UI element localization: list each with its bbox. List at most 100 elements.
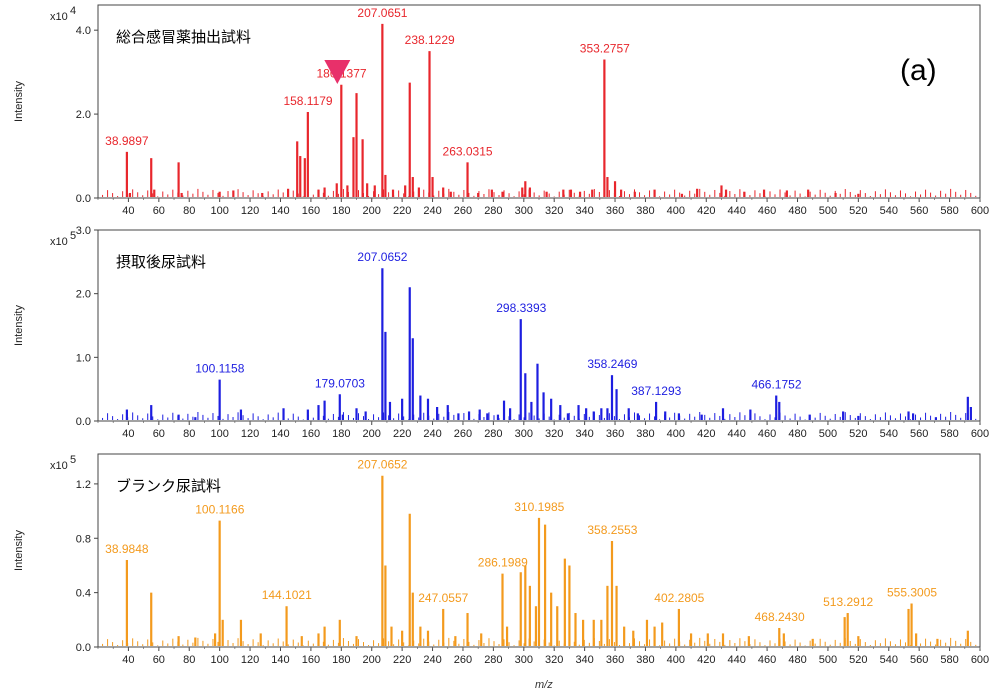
x-tick-label: 280 — [484, 654, 502, 666]
x-tick-label: 540 — [880, 428, 898, 440]
peak-label: 402.2805 — [654, 591, 704, 605]
x-tick-label: 440 — [728, 205, 746, 217]
peak-label: 100.1166 — [195, 503, 244, 517]
x-tick-label: 420 — [697, 428, 715, 440]
y-exponent: 4 — [70, 5, 76, 17]
x-tick-label: 360 — [606, 205, 624, 217]
x-tick-label: 220 — [393, 205, 411, 217]
x-tick-label: 440 — [728, 654, 746, 666]
x-tick-label: 160 — [302, 428, 320, 440]
peak-label: 513.2912 — [823, 595, 873, 609]
x-tick-label: 300 — [515, 428, 533, 440]
x-tick-label: 100 — [210, 205, 228, 217]
x-tick-label: 480 — [788, 205, 806, 217]
x-tick-label: 260 — [454, 428, 472, 440]
x-tick-label: 460 — [758, 654, 776, 666]
y-exponent: 5 — [70, 230, 76, 242]
y-tick-label: 1.2 — [76, 479, 91, 491]
y-axis-label: Intensity — [13, 530, 25, 571]
peak-label: 38.9897 — [105, 134, 149, 148]
x-axis-label: m/z — [535, 679, 553, 691]
x-tick-label: 280 — [484, 428, 502, 440]
peak-label: 358.2553 — [587, 523, 637, 537]
x-tick-label: 320 — [545, 654, 563, 666]
x-tick-label: 260 — [454, 205, 472, 217]
y-multiplier: x10 — [50, 236, 68, 248]
x-tick-label: 60 — [153, 205, 165, 217]
spectrum-panel-3: 40 60 80 100 120 140 160 180 200 220 240 260 280 300 3… — [13, 453, 989, 666]
x-tick-label: 380 — [636, 654, 654, 666]
x-tick-label: 100 — [210, 654, 228, 666]
sample-title: ブランク尿試料 — [116, 477, 221, 495]
x-tick-label: 220 — [393, 654, 411, 666]
peak-label: 310.1985 — [514, 500, 564, 514]
y-tick-label: 2.0 — [76, 109, 91, 121]
y-tick-label: 0.8 — [76, 533, 91, 545]
x-tick-label: 400 — [667, 428, 685, 440]
x-tick-label: 180 — [332, 654, 350, 666]
sample-title: 摂取後尿試料 — [116, 253, 206, 271]
x-tick-label: 40 — [122, 428, 134, 440]
x-tick-label: 600 — [971, 428, 989, 440]
x-tick-label: 100 — [210, 428, 228, 440]
y-tick-label: 4.0 — [76, 25, 91, 37]
x-tick-label: 80 — [183, 654, 195, 666]
x-tick-label: 40 — [122, 205, 134, 217]
x-tick-label: 200 — [363, 654, 381, 666]
peak-label: 298.3393 — [496, 301, 546, 315]
x-tick-label: 480 — [788, 654, 806, 666]
peak-label: 179.0703 — [315, 376, 365, 390]
x-tick-label: 360 — [606, 654, 624, 666]
peak-label: 207.0651 — [357, 6, 407, 20]
x-tick-label: 520 — [849, 654, 867, 666]
y-axis-label: Intensity — [13, 81, 25, 122]
x-tick-label: 480 — [788, 428, 806, 440]
x-tick-label: 500 — [819, 205, 837, 217]
x-tick-label: 600 — [971, 654, 989, 666]
x-tick-label: 240 — [423, 205, 441, 217]
y-axis-label: Intensity — [13, 305, 25, 346]
x-tick-label: 140 — [271, 205, 289, 217]
peak-label: 238.1229 — [405, 33, 455, 47]
y-tick-label: 2.0 — [76, 289, 91, 301]
y-exponent: 5 — [70, 454, 76, 466]
highlight-marker-triangle — [324, 60, 351, 84]
x-tick-label: 360 — [606, 428, 624, 440]
x-tick-label: 540 — [880, 205, 898, 217]
peak-label: 247.0557 — [418, 591, 468, 605]
x-tick-label: 120 — [241, 654, 259, 666]
figure-label: (a) — [900, 54, 937, 87]
y-tick-label: 1.0 — [76, 352, 91, 364]
peak-label: 358.2469 — [587, 357, 637, 371]
x-tick-label: 60 — [153, 654, 165, 666]
x-tick-label: 580 — [940, 205, 958, 217]
peak-label: 158.1179 — [283, 94, 332, 108]
y-tick-label: 0.0 — [76, 642, 91, 654]
peak-label: 100.1158 — [195, 362, 244, 376]
x-tick-label: 560 — [910, 654, 928, 666]
x-tick-label: 400 — [667, 205, 685, 217]
x-tick-label: 120 — [241, 205, 259, 217]
x-tick-label: 140 — [271, 654, 289, 666]
peak-label: 466.1752 — [751, 378, 801, 392]
peak-label: 468.2430 — [755, 610, 805, 624]
sample-title: 総合感冒薬抽出試料 — [116, 28, 251, 46]
x-tick-label: 300 — [515, 205, 533, 217]
x-tick-label: 560 — [910, 428, 928, 440]
y-tick-label: 0.4 — [76, 588, 91, 600]
x-tick-label: 340 — [575, 428, 593, 440]
x-tick-label: 320 — [545, 205, 563, 217]
x-tick-label: 400 — [667, 654, 685, 666]
x-tick-label: 460 — [758, 205, 776, 217]
x-tick-label: 380 — [636, 428, 654, 440]
y-multiplier: x10 — [50, 460, 68, 472]
peak-label: 353.2757 — [580, 42, 630, 56]
peak-label: 38.9848 — [105, 542, 149, 556]
x-tick-label: 580 — [940, 654, 958, 666]
x-tick-label: 420 — [697, 654, 715, 666]
x-tick-label: 180 — [332, 428, 350, 440]
x-tick-label: 540 — [880, 654, 898, 666]
spectrum-panel-1: 40 60 80 100 120 140 160 180 200 220 240 260 280 300 3… — [13, 4, 989, 217]
x-tick-label: 460 — [758, 428, 776, 440]
